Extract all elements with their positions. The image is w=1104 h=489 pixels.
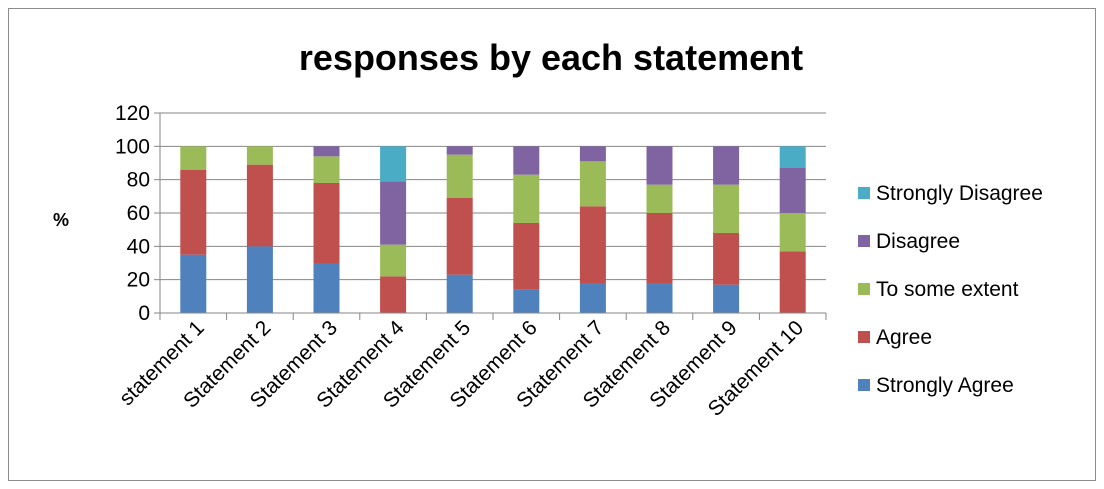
y-tick-label: 80 [127, 169, 150, 192]
bar-segment-agree-6 [513, 223, 540, 290]
y-axis-label: % [53, 210, 69, 230]
legend-label-to-some-extent: To some extent [876, 278, 1019, 301]
bar-segment-to-some-extent-4 [380, 244, 407, 277]
bar-segment-strongly-agree-3 [313, 263, 340, 313]
bar-segment-agree-3 [313, 183, 340, 263]
bar-segment-agree-4 [380, 276, 407, 313]
bar-segment-to-some-extent-10 [779, 213, 806, 252]
legend-swatch-agree [858, 331, 870, 343]
bar-segment-disagree-5 [446, 146, 473, 155]
legend-swatch-strongly-agree [858, 379, 870, 391]
bar-segment-disagree-6 [513, 146, 540, 175]
legend-label-disagree: Disagree [876, 230, 960, 253]
bar-segment-disagree-9 [713, 146, 740, 185]
bar-segment-agree-5 [446, 198, 473, 275]
bars [180, 146, 806, 313]
bar-segment-strongly-agree-6 [513, 289, 540, 313]
y-tick-labels: 0 20 40 60 80 100 120 [115, 102, 150, 325]
bar-segment-agree-9 [713, 233, 740, 285]
y-tick-label: 20 [127, 269, 150, 292]
y-tick-label: 120 [115, 102, 150, 125]
legend-label-strongly-agree: Strongly Agree [876, 374, 1014, 397]
legend-label-strongly-disagree: Strongly Disagree [876, 182, 1043, 205]
legend-swatch-disagree [858, 235, 870, 247]
bar-segment-to-some-extent-5 [446, 154, 473, 198]
bar-segment-agree-2 [246, 164, 273, 247]
bar-segment-agree-8 [646, 213, 673, 283]
legend: Strongly Disagree Disagree To some extent A… [858, 182, 1043, 397]
y-tick-label: 100 [115, 135, 150, 158]
chart-title: responses by each statement [299, 37, 803, 78]
bar-segment-strongly-agree-7 [579, 283, 606, 313]
axes [159, 113, 827, 320]
bar-segment-strongly-agree-5 [446, 274, 473, 313]
bar-segment-disagree-4 [380, 181, 407, 245]
bar-segment-strongly-disagree-10 [779, 146, 806, 168]
bar-segment-disagree-7 [579, 146, 606, 162]
bar-segment-strongly-agree-8 [646, 283, 673, 313]
bar-segment-strongly-agree-1 [180, 254, 207, 313]
bar-segment-strongly-disagree-4 [380, 146, 407, 182]
bar-segment-disagree-3 [313, 146, 340, 157]
bar-segment-to-some-extent-3 [313, 156, 340, 183]
bar-segment-agree-10 [779, 251, 806, 313]
bar-segment-to-some-extent-2 [246, 146, 273, 165]
bar-segment-agree-7 [579, 206, 606, 283]
legend-swatch-to-some-extent [858, 283, 870, 295]
bar-segment-disagree-10 [779, 168, 806, 213]
y-tick-label: 60 [127, 202, 150, 225]
y-tick-label: 0 [138, 302, 150, 325]
bar-segment-to-some-extent-6 [513, 174, 540, 223]
bar-segment-strongly-agree-9 [713, 284, 740, 313]
bar-segment-agree-1 [180, 169, 207, 255]
bar-segment-to-some-extent-9 [713, 184, 740, 233]
bar-segment-to-some-extent-7 [579, 161, 606, 207]
bar-segment-to-some-extent-8 [646, 184, 673, 213]
legend-label-agree: Agree [876, 326, 932, 349]
bar-segment-disagree-8 [646, 146, 673, 185]
bar-segment-to-some-extent-1 [180, 146, 207, 170]
bar-segment-strongly-agree-2 [246, 246, 273, 313]
legend-swatch-strongly-disagree [858, 187, 870, 199]
y-tick-label: 40 [127, 235, 150, 258]
